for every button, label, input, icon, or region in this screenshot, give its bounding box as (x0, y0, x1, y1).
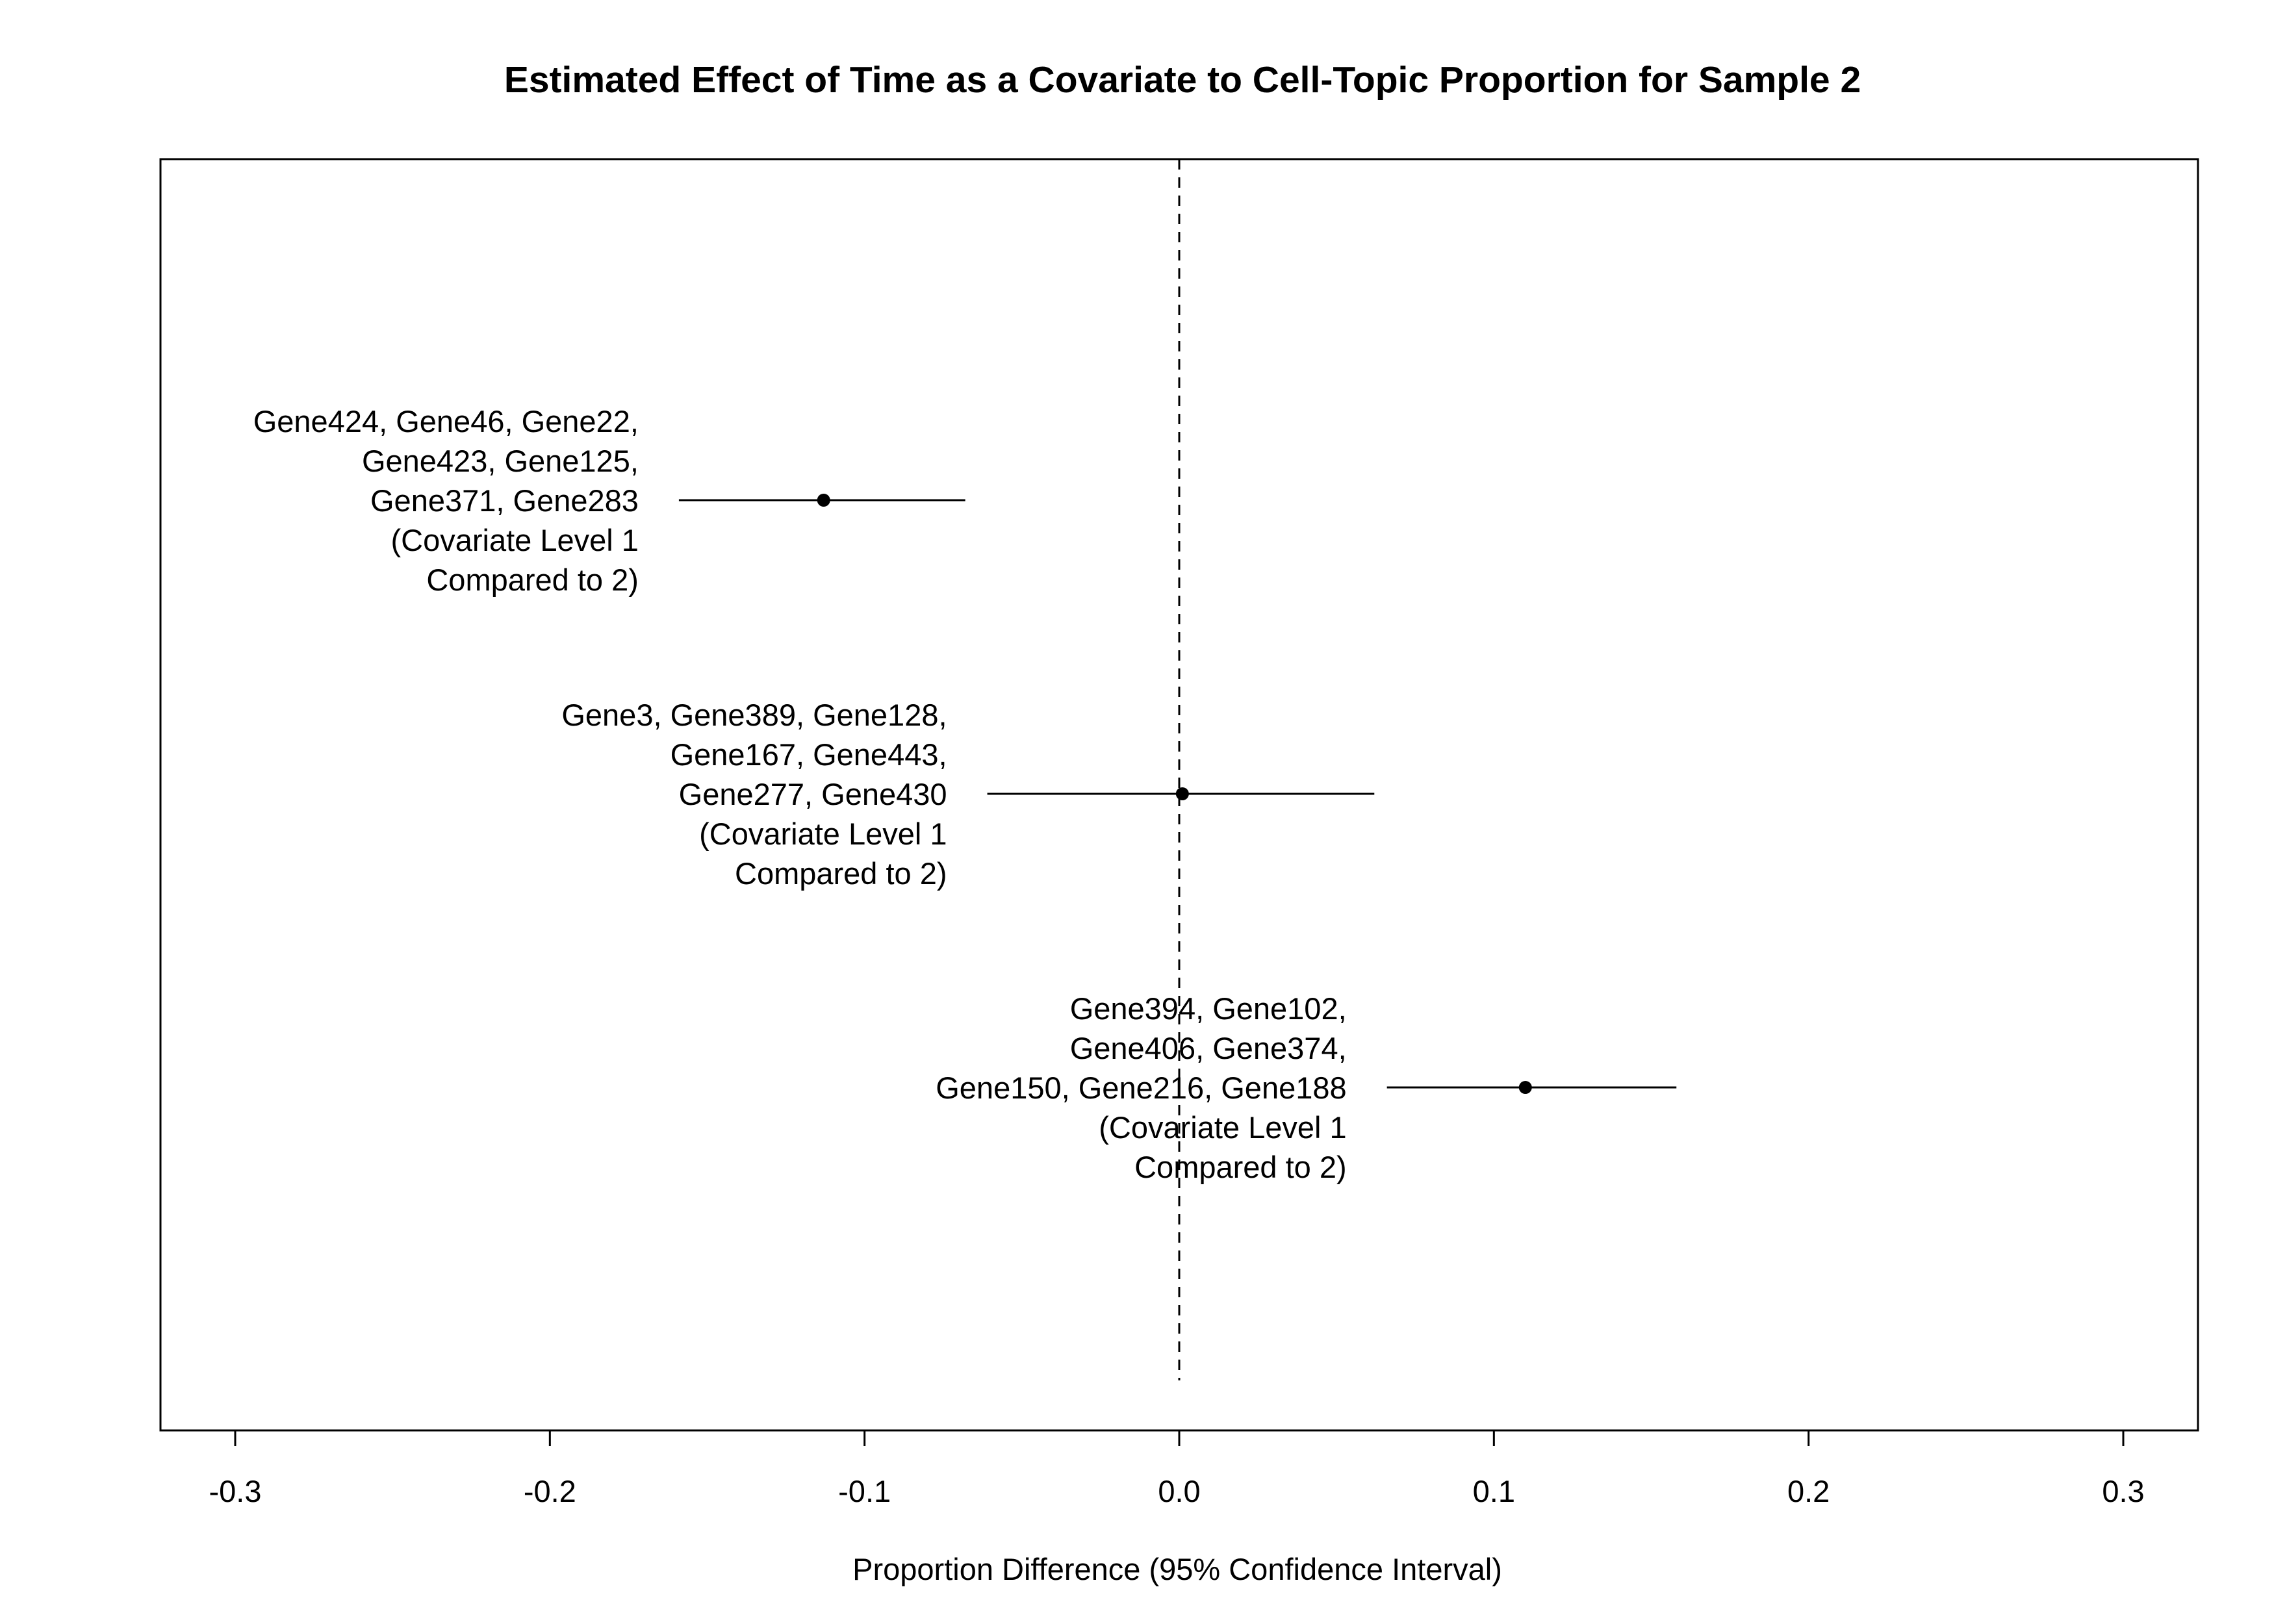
row-label-line: Gene423, Gene125, (362, 444, 639, 478)
x-tick-label: 0.0 (1158, 1474, 1200, 1508)
row-label-line: (Covariate Level 1 (1099, 1110, 1346, 1145)
x-axis: -0.3 -0.2 -0.1 0.0 0.1 0.2 0.3 (209, 1429, 2145, 1508)
chart-title: Estimated Effect of Time as a Covariate … (504, 59, 1861, 101)
x-axis-title: Proportion Difference (95% Confidence In… (852, 1552, 1502, 1586)
forest-row: Gene424, Gene46, Gene22, Gene423, Gene125… (253, 404, 965, 597)
row-label-line: Gene371, Gene283 (370, 483, 639, 518)
point-estimate (1175, 787, 1189, 800)
x-tick-label: 0.2 (1787, 1474, 1830, 1508)
row-label-line: Gene167, Gene443, (671, 737, 947, 772)
row-label-line: Compared to 2) (1134, 1150, 1347, 1184)
row-label-line: (Covariate Level 1 (390, 523, 638, 557)
point-estimate (817, 494, 830, 507)
forest-row: Gene394, Gene102, Gene406, Gene374, Gene15… (936, 991, 1677, 1184)
row-label-line: Gene150, Gene216, Gene188 (936, 1071, 1346, 1105)
point-estimate (1518, 1081, 1532, 1094)
forest-row: Gene3, Gene389, Gene128, Gene167, Gene443… (561, 698, 1375, 891)
row-label-line: (Covariate Level 1 (699, 817, 947, 851)
plot-marks: Gene424, Gene46, Gene22, Gene423, Gene125… (253, 159, 1677, 1380)
row-label-line: Gene277, Gene430 (679, 777, 947, 811)
row-label-line: Compared to 2) (735, 856, 947, 891)
row-label-line: Gene3, Gene389, Gene128, (561, 698, 947, 732)
x-tick-label: 0.1 (1473, 1474, 1515, 1508)
row-label-line: Gene406, Gene374, (1070, 1031, 1347, 1065)
row-label-line: Gene394, Gene102, (1070, 991, 1347, 1026)
x-tick-label: -0.1 (838, 1474, 891, 1508)
x-tick-label: -0.3 (209, 1474, 262, 1508)
x-tick-label: 0.3 (2102, 1474, 2144, 1508)
row-label-line: Compared to 2) (426, 563, 639, 597)
row-label-line: Gene424, Gene46, Gene22, (253, 404, 639, 438)
x-tick-label: -0.2 (524, 1474, 576, 1508)
